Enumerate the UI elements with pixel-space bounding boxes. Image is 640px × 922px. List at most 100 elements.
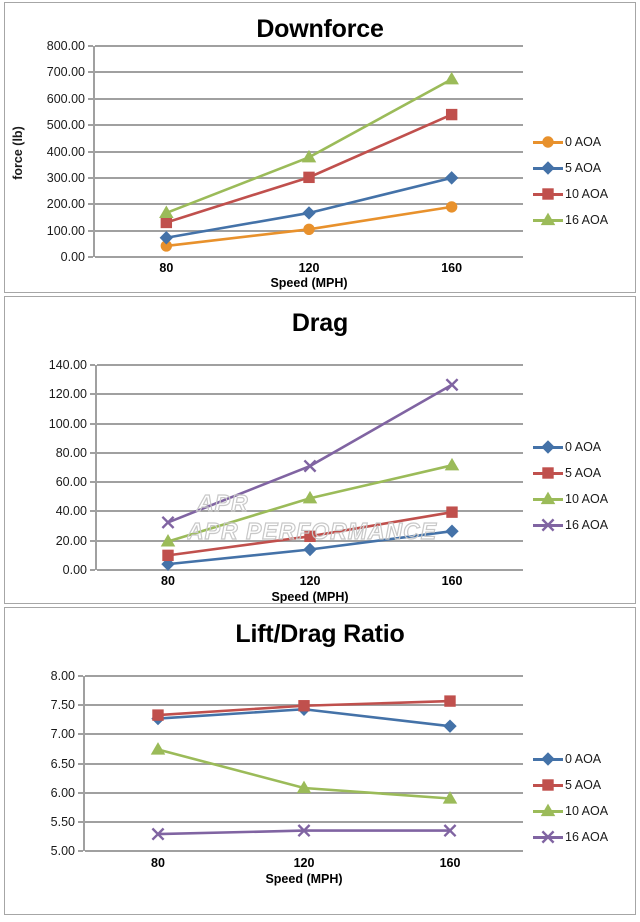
legend-item[interactable]: 5 AOA — [533, 155, 608, 181]
y-tick-mark — [90, 364, 95, 366]
legend-marker-icon — [533, 465, 563, 481]
legend-marker-icon — [533, 160, 563, 176]
legend-item[interactable]: 16 AOA — [533, 512, 608, 538]
data-point-marker — [159, 205, 174, 219]
data-point-marker — [443, 719, 457, 733]
y-axis-tick-label: 120.00 — [48, 387, 87, 402]
legend-item[interactable]: 16 AOA — [533, 207, 608, 233]
data-point-marker — [303, 542, 317, 557]
y-tick-mark — [90, 510, 95, 513]
data-point-marker — [298, 700, 310, 712]
grid-line — [97, 364, 523, 366]
data-point-marker — [302, 206, 316, 220]
legend-item[interactable]: 0 AOA — [533, 434, 608, 460]
legend-downforce: 0 AOA 5 AOA 10 AOA 16 AOA — [533, 129, 608, 233]
series-layer — [160, 378, 460, 571]
y-tick-mark — [90, 539, 95, 542]
y-tick-mark — [88, 71, 93, 74]
legend-marker-icon — [533, 439, 563, 455]
legend-marker-icon — [533, 212, 563, 228]
legend-item[interactable]: 16 AOA — [533, 824, 608, 850]
legend-item[interactable]: 10 AOA — [533, 486, 608, 512]
y-axis-tick-label: 500.00 — [46, 118, 85, 133]
y-axis-line — [83, 676, 85, 851]
data-point-marker — [302, 490, 318, 504]
x-axis-tick-label: 160 — [439, 856, 461, 870]
data-point-marker — [303, 171, 315, 184]
legend-label: 0 AOA — [565, 440, 602, 454]
data-point-marker — [161, 515, 175, 529]
legend-label: 16 AOA — [565, 213, 609, 227]
grid-line — [95, 97, 523, 100]
chart-panel-downforce: Downforce 0 AOA 5 AOA 10 AOA 16 AOA 0.00 100… — [4, 2, 636, 293]
legend-label: 5 AOA — [565, 778, 602, 792]
data-point-marker — [444, 71, 459, 85]
y-axis-tick-label: 200.00 — [46, 197, 85, 212]
grid-line — [85, 820, 523, 823]
legend-item[interactable]: 0 AOA — [533, 129, 608, 155]
y-tick-mark — [88, 97, 93, 100]
y-axis-tick-label: 0.00 — [62, 563, 87, 577]
legend-item[interactable]: 5 AOA — [533, 460, 608, 486]
y-tick-mark — [78, 791, 83, 794]
legend-marker-icon — [533, 829, 563, 845]
y-axis-tick-label: 6.50 — [50, 756, 75, 771]
legend-label: 16 AOA — [565, 830, 609, 844]
data-point-marker — [160, 534, 176, 547]
plot-area-drag — [90, 364, 523, 571]
legend-label: 16 AOA — [565, 518, 609, 532]
legend-label: 10 AOA — [565, 804, 609, 818]
y-tick-mark — [78, 675, 83, 677]
legend-item[interactable]: 10 AOA — [533, 181, 608, 207]
y-tick-mark — [90, 481, 95, 484]
data-point-marker — [445, 524, 459, 538]
grid-line — [95, 256, 523, 258]
legend-item[interactable]: 0 AOA — [533, 746, 608, 772]
y-tick-mark — [78, 733, 83, 736]
y-tick-mark — [90, 393, 95, 396]
plot-area-lift-drag-ratio — [78, 675, 523, 852]
series-line — [167, 464, 453, 543]
legend-drag: 0 AOA 5 AOA 10 AOA 16 AOA — [533, 434, 608, 538]
y-axis-tick-label: 5.00 — [50, 844, 75, 858]
legend-lift-drag-ratio: 0 AOA 5 AOA 10 AOA 16 AOA — [533, 746, 608, 850]
data-point-marker — [160, 216, 173, 229]
legend-item[interactable]: 10 AOA — [533, 798, 608, 824]
x-axis-tick-label: 160 — [441, 574, 463, 588]
grid-line — [95, 203, 523, 206]
y-axis-tick-label: 8.00 — [50, 669, 75, 683]
series-layer — [159, 71, 459, 252]
y-axis-tick-label: 80.00 — [55, 445, 87, 460]
data-point-marker — [303, 459, 317, 473]
y-axis-tick-label: 100.00 — [46, 223, 85, 238]
data-point-marker — [297, 824, 311, 838]
data-point-marker — [446, 506, 458, 518]
data-point-marker — [442, 791, 458, 804]
y-axis-tick-label: 600.00 — [46, 91, 85, 106]
y-tick-mark — [88, 150, 93, 153]
series-line — [165, 78, 453, 215]
legend-label: 0 AOA — [565, 752, 602, 766]
y-tick-mark — [78, 704, 83, 707]
y-tick-mark — [78, 850, 83, 852]
y-axis-line — [95, 365, 97, 570]
grid-line — [85, 762, 523, 765]
legend-marker-icon — [533, 134, 563, 150]
grid-line — [97, 481, 523, 484]
x-axis-title: Speed (MPH) — [270, 276, 348, 290]
y-axis-tick-label: 0.00 — [60, 250, 85, 264]
x-axis-tick-label: 80 — [159, 261, 174, 275]
data-point-marker — [151, 827, 165, 841]
y-tick-mark — [90, 422, 95, 425]
grid-line — [97, 451, 523, 454]
plot-area-downforce — [88, 45, 523, 258]
x-axis-title: Speed (MPH) — [265, 872, 343, 886]
x-axis-tick-label: 120 — [298, 261, 320, 275]
x-axis-tick-label: 120 — [299, 574, 321, 588]
grid-line — [85, 850, 523, 852]
legend-marker-icon — [533, 186, 563, 202]
x-axis-tick-label: 80 — [151, 856, 165, 870]
data-point-marker — [445, 201, 458, 213]
legend-item[interactable]: 5 AOA — [533, 772, 608, 798]
